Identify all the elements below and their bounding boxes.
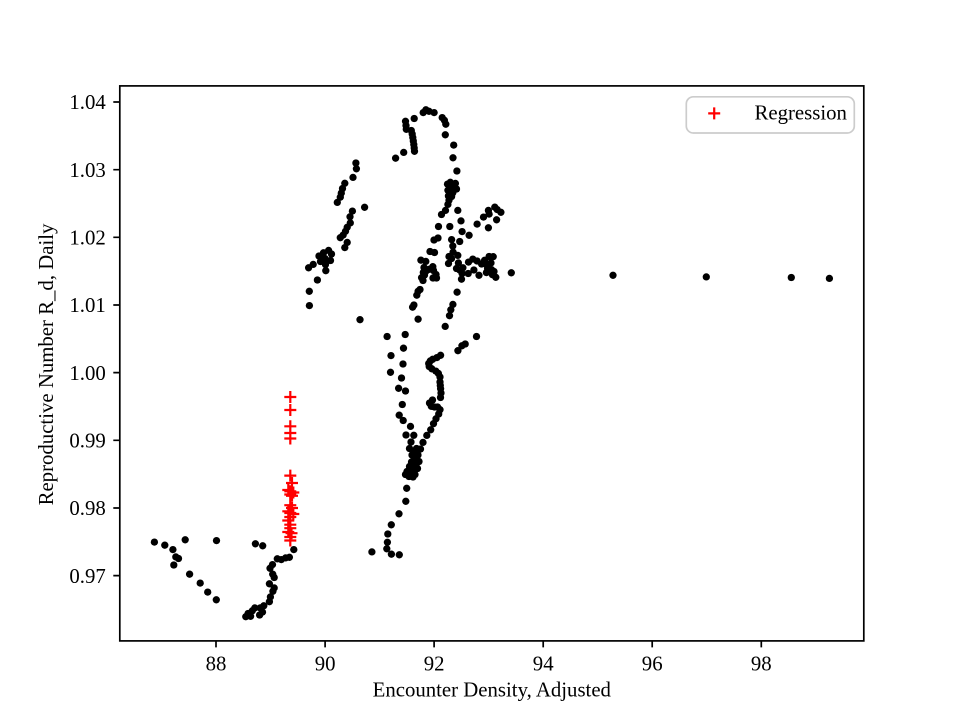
svg-text:0.99: 0.99 xyxy=(69,430,105,453)
svg-text:90: 90 xyxy=(315,653,336,676)
svg-text:1.00: 1.00 xyxy=(69,362,105,385)
svg-text:1.04: 1.04 xyxy=(69,91,106,114)
svg-text:96: 96 xyxy=(642,653,663,676)
svg-text:0.97: 0.97 xyxy=(69,565,105,588)
svg-text:1.02: 1.02 xyxy=(69,227,105,250)
svg-text:Reproductive Number R_d, Daily: Reproductive Number R_d, Daily xyxy=(35,223,58,505)
svg-text:Encounter Density, Adjusted: Encounter Density, Adjusted xyxy=(373,679,612,702)
svg-text:92: 92 xyxy=(424,653,445,676)
svg-text:94: 94 xyxy=(533,653,554,676)
svg-text:1.01: 1.01 xyxy=(69,294,105,317)
svg-text:0.98: 0.98 xyxy=(69,497,105,520)
svg-text:88: 88 xyxy=(206,653,227,676)
svg-text:1.03: 1.03 xyxy=(69,159,105,182)
svg-text:98: 98 xyxy=(751,653,772,676)
svg-text:Regression: Regression xyxy=(755,101,848,124)
